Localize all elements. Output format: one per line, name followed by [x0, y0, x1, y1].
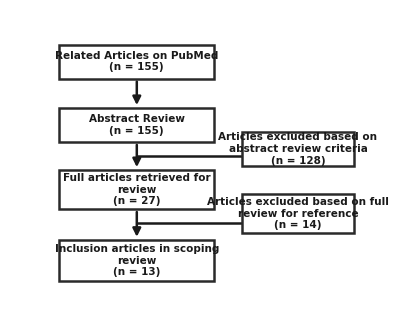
FancyBboxPatch shape — [59, 108, 214, 142]
FancyBboxPatch shape — [59, 44, 214, 79]
FancyBboxPatch shape — [242, 194, 354, 233]
FancyBboxPatch shape — [59, 240, 214, 281]
Text: Related Articles on PubMed
(n = 155): Related Articles on PubMed (n = 155) — [55, 51, 218, 72]
FancyBboxPatch shape — [242, 132, 354, 166]
FancyBboxPatch shape — [59, 170, 214, 209]
Text: Abstract Review
(n = 155): Abstract Review (n = 155) — [89, 114, 185, 136]
Text: Articles excluded based on
abstract review criteria
(n = 128): Articles excluded based on abstract revi… — [218, 133, 378, 165]
Text: Inclusion articles in scoping
review
(n = 13): Inclusion articles in scoping review (n … — [55, 244, 219, 277]
Text: Articles excluded based on full
review for reference
(n = 14): Articles excluded based on full review f… — [207, 197, 389, 230]
Text: Full articles retrieved for
review
(n = 27): Full articles retrieved for review (n = … — [63, 173, 211, 206]
